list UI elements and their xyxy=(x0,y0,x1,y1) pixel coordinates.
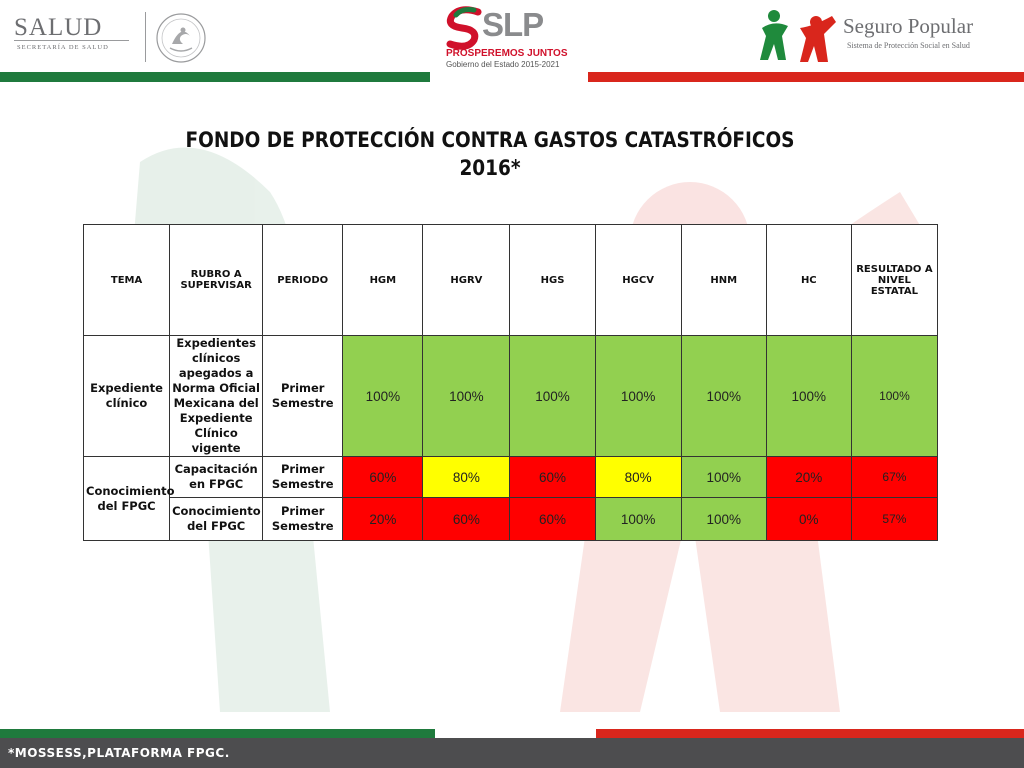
cell-hgrv: 80% xyxy=(422,456,511,498)
seguro-popular-figures-icon xyxy=(760,10,836,62)
table-header-row: TEMA RUBRO A SUPERVISAR PERIODO HGM HGRV… xyxy=(82,224,939,336)
cell-hnm: 100% xyxy=(680,335,767,457)
results-table: TEMA RUBRO A SUPERVISAR PERIODO HGM HGRV… xyxy=(82,224,939,541)
header-periodo: PERIODO xyxy=(262,224,344,336)
cell-hgcv: 100% xyxy=(594,497,682,541)
row-periodo: Primer Semestre xyxy=(262,335,344,457)
footer: *MOSSESS,PLATAFORMA FPGC. xyxy=(0,738,1024,768)
cell-hgrv: 100% xyxy=(422,335,511,457)
title-line-1: FONDO DE PROTECCIÓN CONTRA GASTOS CATAST… xyxy=(185,128,795,152)
cell-hgcv: 80% xyxy=(594,456,682,498)
row-periodo: Primer Semestre xyxy=(262,456,344,498)
header-hc: HC xyxy=(765,224,852,336)
cell-hgm: 60% xyxy=(342,456,424,498)
header-red-bar xyxy=(588,72,1024,82)
header-green-bar xyxy=(0,72,430,82)
table-row: Expediente clínico Expedientes clínicos … xyxy=(82,335,939,457)
footer-green-bar xyxy=(0,729,435,738)
footer-red-bar xyxy=(596,729,1024,738)
cell-resultado: 57% xyxy=(850,497,939,541)
cell-hc: 100% xyxy=(765,335,852,457)
cell-resultado: 100% xyxy=(850,335,939,457)
cell-hgcv: 100% xyxy=(594,335,682,457)
title-line-2: 2016* xyxy=(459,156,521,180)
salud-logo: SALUD SECRETARÍA DE SALUD xyxy=(14,14,132,56)
header: SALUD SECRETARÍA DE SALUD SLP PROSPEREMO… xyxy=(0,0,1024,82)
seguro-popular-subtitle: Sistema de Protección Social en Salud xyxy=(847,41,970,50)
header-hgm: HGM xyxy=(342,224,424,336)
slp-government-period: Gobierno del Estado 2015-2021 xyxy=(446,60,560,69)
cell-hgs: 60% xyxy=(509,456,596,498)
cell-resultado: 67% xyxy=(850,456,939,498)
seguro-popular-title: Seguro Popular xyxy=(843,14,974,38)
table-row: Conocimiento del FPGC Capacitación en FP… xyxy=(82,456,939,541)
mexican-coat-of-arms-icon xyxy=(156,13,206,63)
row-rubro: Capacitación en FPGC xyxy=(169,456,264,498)
cell-hgrv: 60% xyxy=(422,497,511,541)
slp-tagline: PROSPEREMOS JUNTOS xyxy=(446,48,568,59)
header-hgs: HGS xyxy=(509,224,596,336)
logo-divider xyxy=(145,12,146,62)
cell-hc: 20% xyxy=(765,456,852,498)
cell-hgs: 100% xyxy=(509,335,596,457)
row-tema: Expediente clínico xyxy=(82,335,171,457)
header-resultado: RESULTADO A NIVEL ESTATAL xyxy=(850,224,939,336)
cell-hnm: 100% xyxy=(680,456,767,498)
footer-source-note: *MOSSESS,PLATAFORMA FPGC. xyxy=(8,746,230,760)
salud-logo-title: SALUD xyxy=(14,14,103,41)
slp-swirl-icon xyxy=(446,6,482,50)
row-rubro: Conocimiento del FPGC xyxy=(169,497,264,541)
header-hgcv: HGCV xyxy=(594,224,682,336)
cell-hgm: 20% xyxy=(342,497,424,541)
header-hnm: HNM xyxy=(680,224,767,336)
cell-hgs: 60% xyxy=(509,497,596,541)
cell-hgm: 100% xyxy=(342,335,424,457)
salud-logo-rule xyxy=(14,40,129,41)
header-tema: TEMA xyxy=(82,224,171,336)
page-title: FONDO DE PROTECCIÓN CONTRA GASTOS CATAST… xyxy=(147,126,833,182)
slp-logo: SLP PROSPEREMOS JUNTOS Gobierno del Esta… xyxy=(444,4,569,74)
row-tema: Conocimiento del FPGC xyxy=(82,456,175,541)
slp-logo-name: SLP xyxy=(482,6,544,43)
header-hgrv: HGRV xyxy=(422,224,511,336)
header-rubro: RUBRO A SUPERVISAR xyxy=(169,224,264,336)
row-rubro: Expedientes clínicos apegados a Norma Of… xyxy=(169,335,264,457)
cell-hc: 0% xyxy=(765,497,852,541)
salud-logo-subtitle: SECRETARÍA DE SALUD xyxy=(17,44,109,51)
cell-hnm: 100% xyxy=(680,497,767,541)
table-row: Conocimiento del FPGC Primer Semestre 20… xyxy=(84,497,939,541)
row-periodo: Primer Semestre xyxy=(262,497,344,541)
